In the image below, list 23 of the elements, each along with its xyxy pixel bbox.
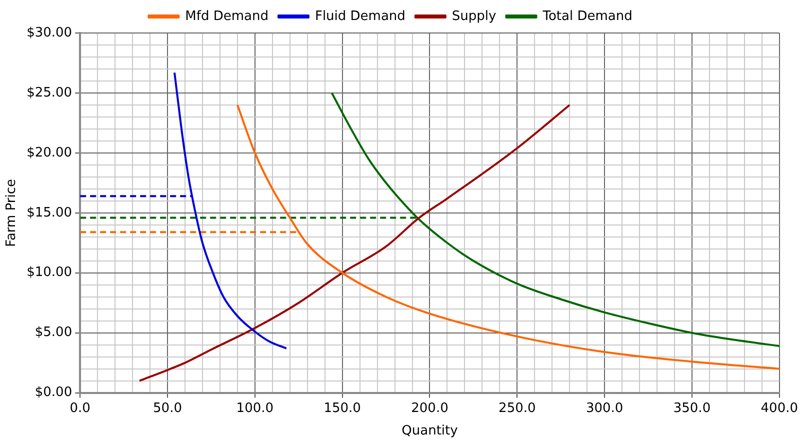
y-tick-label: $10.00 <box>26 265 72 280</box>
x-tick-label: 250.0 <box>498 400 536 416</box>
y-axis-title: Farm Price <box>4 178 20 247</box>
x-tick-label: 350.0 <box>673 400 711 416</box>
x-tick-label: 50.0 <box>153 400 182 416</box>
x-tick-label: 400.0 <box>760 400 798 416</box>
legend-label: Total Demand <box>542 8 632 24</box>
y-tick-label: $5.00 <box>34 325 72 340</box>
x-tick-label: 150.0 <box>324 400 361 416</box>
legend-label: Supply <box>452 8 497 24</box>
y-tick-label: $25.00 <box>26 85 72 100</box>
y-tick-label: $30.00 <box>26 25 72 40</box>
x-tick-label: 100.0 <box>236 400 274 416</box>
legend-label: Mfd Demand <box>185 8 268 24</box>
legend-label: Fluid Demand <box>314 8 406 24</box>
x-tick-label: 0.0 <box>70 400 90 416</box>
x-tick-label: 200.0 <box>411 400 448 416</box>
x-axis-title: Quantity <box>402 424 458 439</box>
line-series <box>138 104 571 382</box>
y-tick-label: $15.00 <box>26 205 72 220</box>
y-tick-label: $20.00 <box>26 145 72 160</box>
x-tick-label: 300.0 <box>586 400 624 416</box>
y-tick-label: $0.00 <box>34 385 72 400</box>
